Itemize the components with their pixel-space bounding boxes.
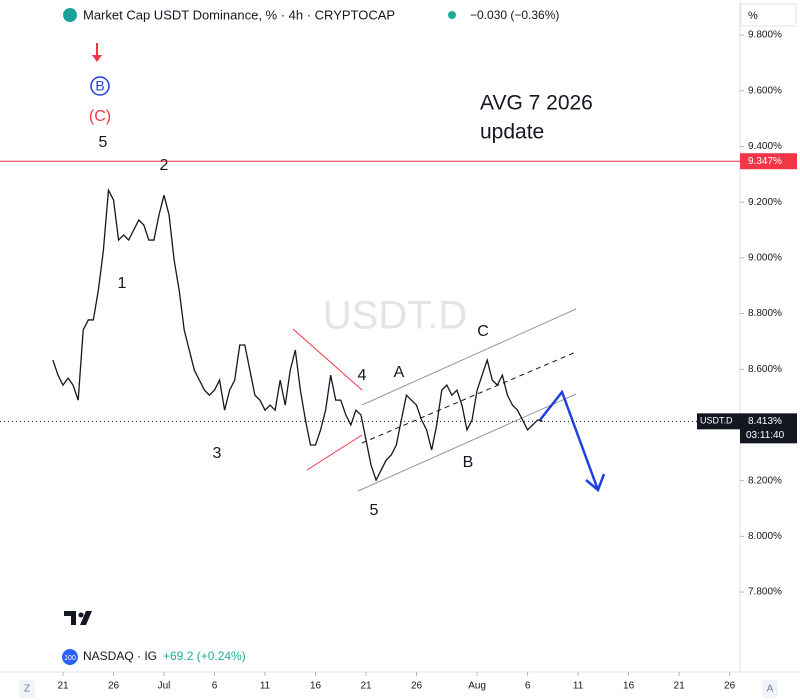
auto-label: A — [767, 684, 774, 695]
projection-arrowhead — [585, 473, 606, 493]
channel-lower — [357, 393, 577, 492]
watermark: USDT.D — [323, 294, 467, 338]
wave-label: 2 — [160, 157, 169, 174]
zoom-button[interactable] — [19, 680, 35, 698]
triangle-lower — [306, 434, 363, 471]
projection-arrow — [539, 389, 600, 491]
x-tick-label: 6 — [212, 681, 218, 692]
unit-box[interactable] — [740, 3, 797, 27]
countdown: 03:11:40 — [746, 430, 785, 441]
logo-dot — [78, 612, 84, 618]
y-tick-label: 8.800% — [748, 308, 782, 319]
wave-label: C — [477, 323, 489, 340]
wave-label: B — [95, 78, 104, 94]
wave-label: 5 — [99, 134, 108, 151]
x-tick-label: 21 — [360, 681, 372, 692]
channel-mid — [361, 351, 577, 444]
unit: % — [748, 10, 758, 22]
note-line: AVG 7 2026 — [480, 92, 593, 115]
legend-icon-text: 100 — [64, 655, 76, 662]
y-tick-label: 9.200% — [748, 197, 782, 208]
legend-change: +69.2 (+0.24%) — [163, 649, 246, 663]
y-tick-label: 9.600% — [748, 85, 782, 96]
x-tick-label: 26 — [724, 681, 736, 692]
logo — [64, 611, 92, 625]
series-name: USDT.D — [700, 416, 733, 426]
x-tick-label: 16 — [310, 681, 322, 692]
x-tick-label: 11 — [260, 681, 271, 692]
x-tick-label: 26 — [108, 681, 120, 692]
wave-label: 1 — [118, 275, 127, 292]
x-tick-label: Jul — [158, 681, 171, 692]
x-tick-label: Aug — [468, 681, 486, 692]
last-price-badge — [740, 413, 797, 444]
wave-label: B — [463, 454, 474, 471]
channel-upper — [361, 308, 577, 406]
triangle-upper — [292, 328, 363, 391]
wave-label: (C) — [89, 108, 111, 125]
note-line: update — [480, 121, 544, 144]
y-tick-label: 7.800% — [748, 587, 782, 598]
change: −0.030 (−0.36%) — [470, 8, 559, 22]
level-badge — [740, 153, 797, 170]
symbol-icon — [63, 8, 77, 22]
x-tick-label: 11 — [573, 681, 584, 692]
y-tick-label: 9.000% — [748, 253, 782, 264]
x-tick-label: 21 — [674, 681, 686, 692]
red-arrowhead — [92, 55, 102, 62]
auto-button[interactable] — [762, 680, 778, 698]
y-tick-label: 8.000% — [748, 531, 782, 542]
level-label: 9.347% — [748, 156, 782, 167]
legend-name[interactable]: NASDAQ · IG — [83, 649, 157, 663]
symbol-title[interactable]: Market Cap USDT Dominance, % · 4h · CRYP… — [83, 7, 395, 22]
wave-label: A — [394, 364, 405, 381]
y-tick-label: 9.400% — [748, 141, 782, 152]
wave-label: 3 — [213, 445, 222, 462]
wave-circle — [90, 76, 110, 96]
x-tick-label: 16 — [623, 681, 635, 692]
y-tick-label: 8.600% — [748, 364, 782, 375]
series-badge — [697, 413, 740, 430]
last-price-label: 8.413% — [748, 416, 782, 427]
wave-label: 5 — [370, 502, 379, 519]
zoom-label: Z — [24, 684, 30, 695]
status-dot — [448, 11, 456, 19]
legend-icon — [62, 649, 78, 665]
y-tick-label: 9.800% — [748, 30, 782, 41]
wave-label: 4 — [358, 367, 367, 384]
y-tick-label: 8.200% — [748, 475, 782, 486]
x-tick-label: 26 — [411, 681, 423, 692]
price-line — [52, 187, 543, 482]
x-tick-label: 21 — [57, 681, 69, 692]
x-tick-label: 6 — [525, 681, 531, 692]
